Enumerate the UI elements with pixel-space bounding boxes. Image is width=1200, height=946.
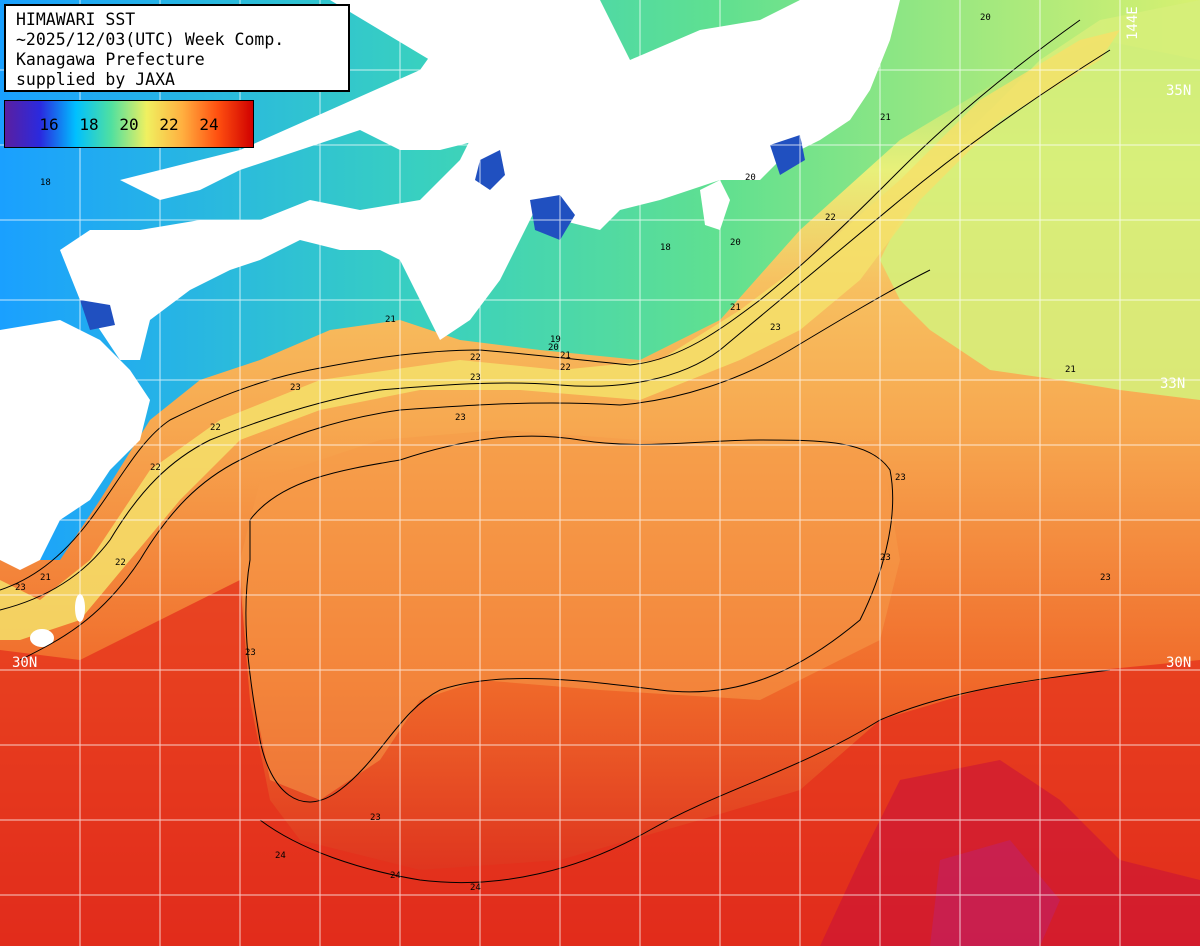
land-boso bbox=[790, 0, 900, 150]
title-line-1: HIMAWARI SST bbox=[16, 10, 136, 29]
land-izu bbox=[700, 180, 730, 230]
contour-label: 24 bbox=[275, 851, 286, 861]
contour-label: 23 bbox=[1100, 573, 1111, 583]
contour-label: 21 bbox=[1065, 365, 1076, 375]
legend-tick: 16 bbox=[39, 114, 59, 134]
sst-contours bbox=[0, 19, 1111, 884]
legend-tick: 18 bbox=[79, 114, 99, 134]
contour-label: 19 bbox=[550, 335, 561, 345]
contour-24 bbox=[259, 669, 1111, 884]
contour-label: 23 bbox=[770, 323, 781, 333]
title-line-3: Kanagawa Prefecture bbox=[16, 50, 205, 69]
contour-label: 23 bbox=[370, 813, 381, 823]
lat-label-35n-right: 35N bbox=[1166, 83, 1191, 99]
bay-dark bbox=[475, 150, 505, 190]
land-kii bbox=[60, 0, 870, 360]
lat-label-33n-left: 33N bbox=[12, 376, 37, 392]
warm-eddy-core bbox=[240, 430, 900, 800]
bay-dark-4 bbox=[80, 300, 115, 330]
contour-label: 24 bbox=[390, 871, 401, 881]
lat-label-33n-right: 33N bbox=[1160, 376, 1185, 392]
contour-label: 21 bbox=[730, 303, 741, 313]
contour-label: 20 bbox=[745, 173, 756, 183]
hot-water-magenta bbox=[930, 840, 1060, 946]
legend-tick: 22 bbox=[159, 114, 179, 134]
contour-label: 22 bbox=[210, 423, 221, 433]
lat-label-30n-right: 30N bbox=[1166, 655, 1191, 671]
contour-23-inner bbox=[245, 435, 894, 803]
contour-label: 20 bbox=[730, 238, 741, 248]
legend-tick: 20 bbox=[119, 114, 139, 134]
contour-label: 18 bbox=[40, 178, 51, 188]
contour-label: 23 bbox=[245, 648, 256, 658]
title-line-4: supplied by JAXA bbox=[16, 70, 175, 89]
contour-label: 22 bbox=[470, 353, 481, 363]
lon-label-144e: 144E bbox=[1125, 6, 1141, 40]
contour-label: 22 bbox=[115, 558, 126, 568]
contour-label: 21 bbox=[40, 573, 51, 583]
lon-label-136e: 136E bbox=[485, 1, 501, 35]
bay-dark-2 bbox=[530, 195, 575, 240]
contour-label: 20 bbox=[980, 13, 991, 23]
contour-label: 23 bbox=[895, 473, 906, 483]
coastal-yellow-band bbox=[0, 30, 1120, 640]
contour-label: 23 bbox=[880, 553, 891, 563]
lat-label-30n-left: 30N bbox=[12, 655, 37, 671]
grid-labels: 136E 144E 35N 33N 33N 30N 30N bbox=[12, 1, 1191, 671]
map-title-box: HIMAWARI SST ~2025/12/03(UTC) Week Comp.… bbox=[4, 4, 350, 92]
title-line-2: ~2025/12/03(UTC) Week Comp. bbox=[16, 30, 285, 49]
contour-label: 22 bbox=[150, 463, 161, 473]
contour-22 bbox=[0, 49, 1111, 611]
contour-label: 21 bbox=[880, 113, 891, 123]
contour-label: 21 bbox=[385, 315, 396, 325]
contour-label: 21 bbox=[560, 351, 571, 361]
contour-label: 23 bbox=[290, 383, 301, 393]
contour-label: 23 bbox=[470, 373, 481, 383]
legend-tick: 24 bbox=[199, 114, 219, 134]
land-small-island bbox=[30, 629, 54, 647]
contour-label: 23 bbox=[15, 583, 26, 593]
contour-value-labels: 21 22 23 19 20 21 22 18 20 20 21 22 23 2… bbox=[15, 13, 1111, 893]
contour-label: 20 bbox=[548, 343, 559, 353]
contour-label: 18 bbox=[660, 243, 671, 253]
temperature-legend: 16 18 20 22 24 bbox=[4, 100, 254, 148]
contour-label: 22 bbox=[560, 363, 571, 373]
contour-label: 24 bbox=[470, 883, 481, 893]
contour-21 bbox=[0, 19, 1081, 591]
contour-label: 23 bbox=[455, 413, 466, 423]
contour-label: 22 bbox=[825, 213, 836, 223]
